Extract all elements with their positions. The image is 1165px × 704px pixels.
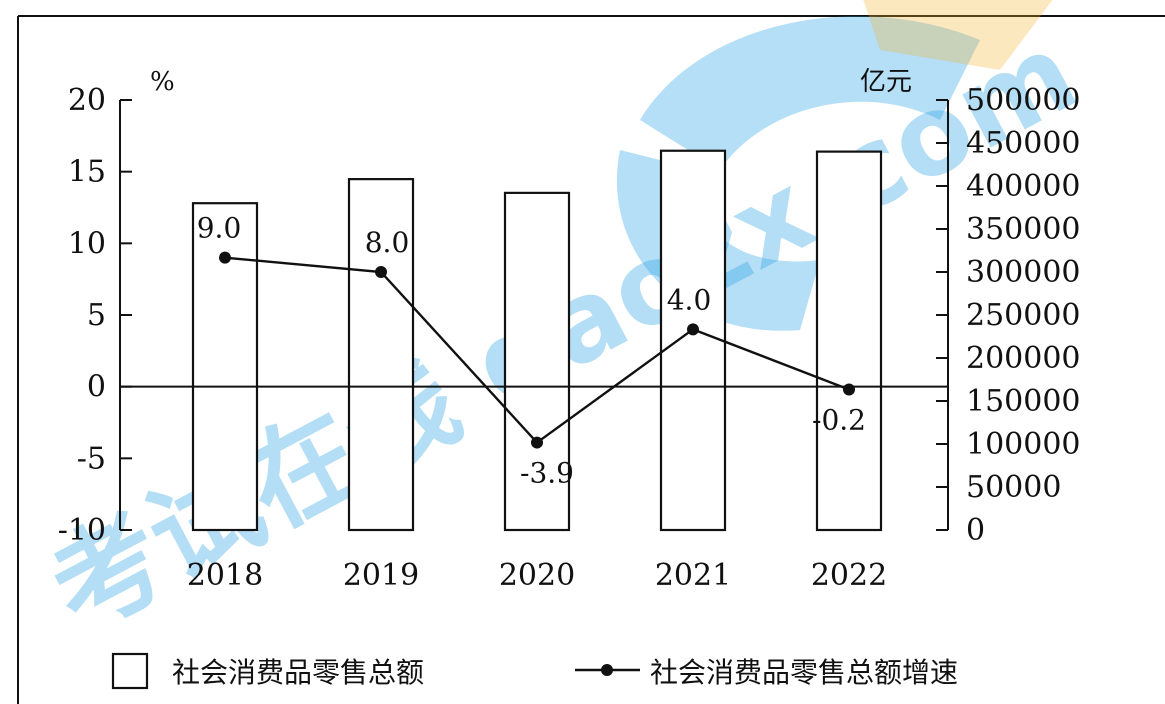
left-tick-label: 0 [87, 370, 106, 405]
left-axis-ticks: 20 15 10 5 0 -5 -10 [58, 83, 132, 548]
left-tick-label: 5 [87, 298, 106, 333]
bar-2020 [503, 191, 571, 532]
left-axis-unit: % [150, 67, 175, 97]
right-tick-label: 500000 [966, 83, 1081, 118]
line-point-2018 [219, 251, 231, 264]
legend-line-label: 社会消费品零售总额增速 [650, 656, 958, 689]
right-tick-label: 200000 [966, 341, 1081, 376]
line-point-2020 [531, 436, 543, 449]
left-tick-label: 15 [68, 155, 106, 190]
right-tick-label: 50000 [966, 470, 1061, 505]
legend: 社会消费品零售总额 社会消费品零售总额增速 [111, 652, 958, 690]
line-point-2021 [687, 323, 699, 336]
x-label-2020: 2020 [499, 558, 575, 593]
data-label-2018: 9.0 [197, 212, 242, 245]
left-tick-label: 20 [68, 83, 106, 118]
x-label-2019: 2019 [343, 558, 419, 593]
right-tick-label: 350000 [966, 212, 1081, 247]
data-label-2022: -0.2 [812, 404, 866, 437]
left-tick-label: -5 [77, 441, 106, 476]
bar-2021 [659, 149, 727, 532]
data-label-2021: 4.0 [667, 283, 712, 316]
left-tick-label: 10 [68, 226, 106, 261]
left-tick-label: -10 [58, 513, 106, 548]
right-tick-label: 0 [966, 513, 985, 548]
legend-line-marker [601, 664, 613, 676]
x-label-2021: 2021 [655, 558, 731, 593]
bar-2019 [347, 178, 415, 532]
legend-bar-label: 社会消费品零售总额 [172, 656, 424, 689]
right-tick-label: 250000 [966, 298, 1081, 333]
line-point-2019 [375, 266, 387, 278]
right-axis-ticks: 5000004500004000003500003000002500002000… [936, 83, 1081, 548]
legend-bar-swatch [111, 652, 149, 690]
right-tick-label: 400000 [966, 169, 1081, 204]
right-tick-label: 450000 [966, 126, 1081, 161]
line-point-2022 [843, 383, 855, 396]
right-axis-unit: 亿元 [860, 67, 912, 97]
right-tick-label: 100000 [966, 427, 1081, 462]
x-axis-labels: 2018 2019 2020 2021 2022 [187, 558, 887, 593]
data-label-2020: -3.9 [520, 457, 574, 490]
bar-series [191, 149, 883, 532]
data-label-2019: 8.0 [365, 226, 410, 259]
right-tick-label: 300000 [966, 255, 1081, 290]
line-series: 9.0 8.0 -3.9 4.0 -0.2 [197, 212, 866, 490]
x-label-2022: 2022 [811, 558, 887, 593]
right-tick-label: 150000 [966, 384, 1081, 419]
x-label-2018: 2018 [187, 558, 263, 593]
bar-2022 [815, 150, 883, 532]
